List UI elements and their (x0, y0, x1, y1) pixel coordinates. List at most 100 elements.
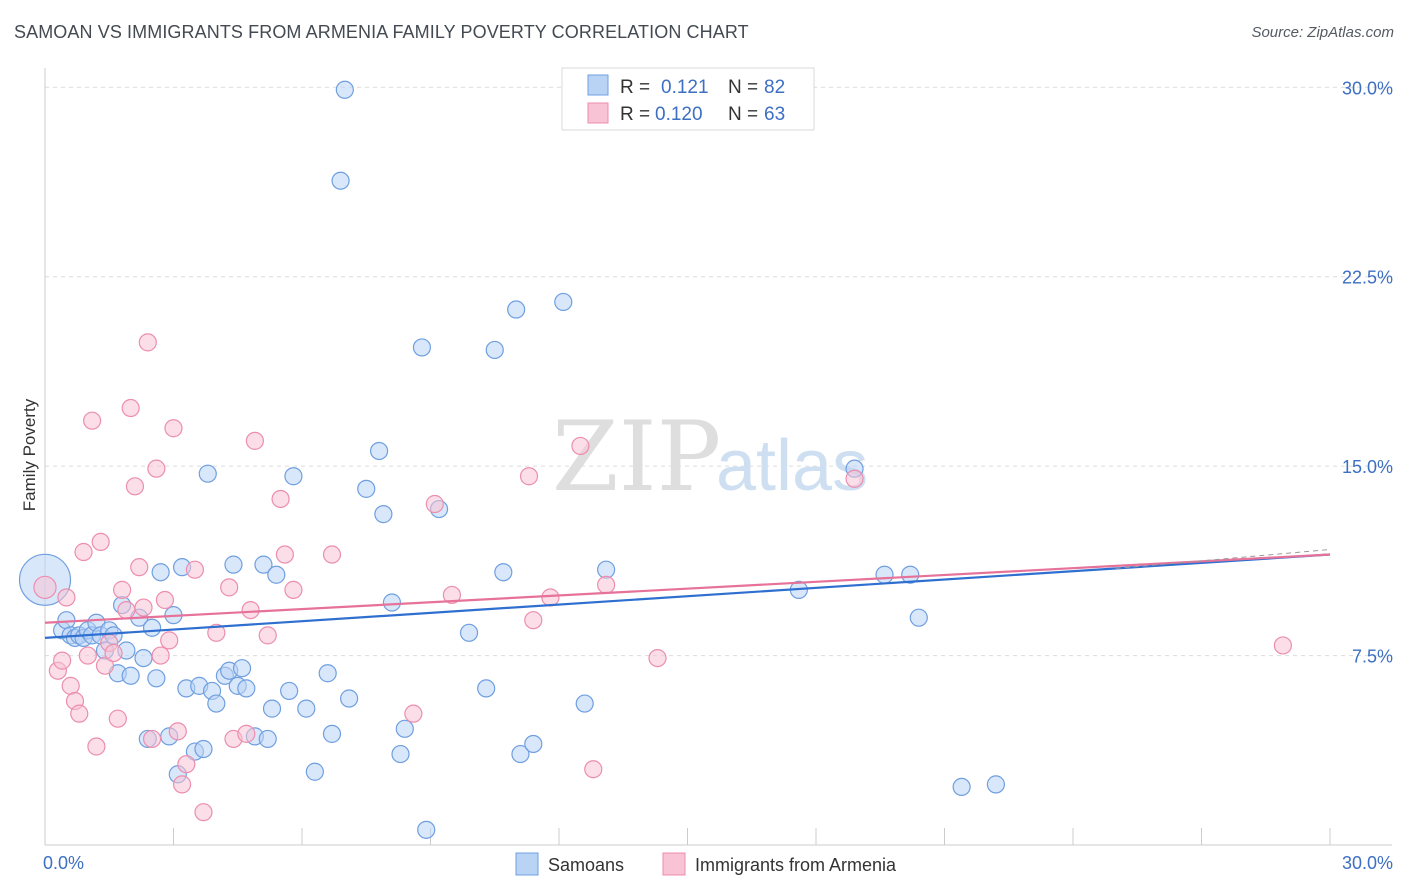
point-armenia (404, 704, 423, 723)
point-samoans (280, 681, 299, 701)
point-armenia (185, 560, 205, 579)
point-samoans (374, 505, 393, 524)
point-samoans (524, 734, 543, 754)
point-armenia (168, 722, 187, 741)
point-samoans (875, 565, 894, 584)
point-armenia (524, 611, 543, 630)
point-samoans (194, 739, 213, 759)
point-samoans (331, 171, 350, 190)
point-samoans (554, 292, 573, 312)
x-tick-label: 30.0% (1342, 853, 1393, 873)
legend-r-label-samoans: R = (620, 77, 650, 98)
point-samoans (412, 338, 432, 357)
point-armenia (70, 704, 89, 723)
point-samoans (232, 659, 252, 678)
point-armenia (33, 575, 57, 600)
series-legend: Samoans Immigrants from Armenia (515, 852, 897, 876)
point-armenia (61, 676, 80, 695)
point-samoans (254, 555, 273, 574)
point-samoans (494, 563, 513, 582)
point-samoans (597, 560, 616, 579)
point-armenia (241, 600, 260, 620)
point-samoans (901, 565, 920, 584)
point-armenia (121, 398, 140, 418)
point-armenia (155, 590, 175, 610)
series-samoans (18, 80, 1006, 839)
point-armenia (104, 643, 123, 663)
point-samoans (147, 669, 166, 688)
point-samoans (121, 666, 140, 685)
point-samoans (485, 340, 504, 360)
point-samoans (391, 744, 410, 764)
point-armenia (425, 494, 444, 514)
point-armenia (237, 724, 256, 743)
point-armenia (87, 737, 106, 756)
point-armenia (442, 585, 462, 605)
legend-n-label-samoans: N = (728, 77, 758, 98)
point-armenia (142, 729, 162, 749)
point-samoans (340, 689, 359, 708)
point-samoans (318, 664, 337, 683)
point-armenia (207, 623, 226, 642)
point-samoans (952, 777, 971, 797)
legend-r-value-samoans: 0.121 (661, 77, 709, 98)
chart-title: SAMOAN VS IMMIGRANTS FROM ARMENIA FAMILY… (14, 22, 749, 42)
point-armenia (160, 631, 179, 650)
stats-legend: R = 0.121 N = 82 R = 0.120 N = 63 (561, 67, 815, 131)
point-samoans (511, 744, 530, 764)
point-samoans (417, 820, 436, 839)
point-samoans (395, 719, 414, 738)
point-armenia (322, 545, 342, 564)
point-samoans (322, 724, 342, 743)
point-armenia (151, 646, 170, 665)
point-samoans (267, 565, 286, 584)
point-armenia (78, 646, 97, 665)
point-samoans (237, 679, 256, 698)
point-samoans (198, 464, 217, 483)
x-tick-label: 0.0% (43, 853, 84, 873)
point-armenia (519, 467, 539, 486)
point-armenia (117, 600, 136, 620)
watermark-zip: ZIP (552, 401, 721, 513)
bottom-legend-label-armenia: Immigrants from Armenia (695, 855, 897, 875)
point-samoans (134, 648, 153, 668)
legend-n-value-samoans: 82 (764, 77, 785, 98)
grid-lines (45, 86, 1392, 657)
point-samoans (357, 479, 376, 498)
legend-r-label-armenia: R = (620, 104, 650, 125)
legend-n-label-armenia: N = (728, 104, 758, 125)
point-samoans (258, 729, 277, 749)
point-samoans (305, 762, 324, 781)
point-samoans (284, 467, 303, 486)
point-samoans (151, 563, 170, 582)
y-tick-label: 22.5% (1342, 268, 1393, 288)
bottom-legend-swatch-armenia (662, 852, 686, 876)
source-label: Source: ZipAtlas.com (1251, 24, 1394, 41)
point-armenia (571, 436, 590, 456)
point-armenia (172, 775, 192, 794)
point-armenia (597, 575, 616, 594)
point-samoans (382, 593, 402, 612)
point-armenia (74, 542, 93, 562)
series-armenia (33, 333, 1292, 822)
legend-swatch-armenia (587, 102, 609, 124)
point-armenia (258, 626, 277, 645)
trend-lines (44, 548, 1331, 639)
point-armenia (194, 803, 213, 822)
point-samoans (909, 608, 928, 627)
point-armenia (845, 469, 864, 488)
point-armenia (541, 588, 560, 607)
point-armenia (83, 411, 102, 430)
point-armenia (112, 580, 132, 599)
point-armenia (271, 489, 290, 509)
point-samoans (477, 679, 496, 698)
point-samoans (262, 699, 282, 718)
point-armenia (284, 580, 303, 599)
point-armenia (1273, 636, 1292, 655)
point-armenia (177, 755, 196, 774)
tick-labels: 7.5% 15.0% 22.5% 30.0% 0.0% 30.0% (43, 78, 1393, 873)
point-armenia (584, 760, 603, 779)
point-armenia (648, 648, 667, 668)
point-armenia (57, 588, 76, 607)
